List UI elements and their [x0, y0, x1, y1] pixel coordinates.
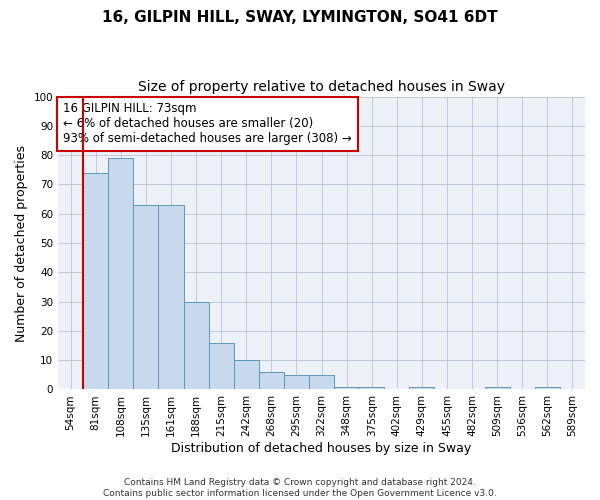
- Bar: [133, 205, 158, 390]
- X-axis label: Distribution of detached houses by size in Sway: Distribution of detached houses by size …: [172, 442, 472, 455]
- Bar: [108, 158, 133, 390]
- Title: Size of property relative to detached houses in Sway: Size of property relative to detached ho…: [138, 80, 505, 94]
- Bar: [209, 342, 233, 390]
- Bar: [485, 386, 510, 390]
- Text: 16, GILPIN HILL, SWAY, LYMINGTON, SO41 6DT: 16, GILPIN HILL, SWAY, LYMINGTON, SO41 6…: [102, 10, 498, 25]
- Text: Contains HM Land Registry data © Crown copyright and database right 2024.
Contai: Contains HM Land Registry data © Crown c…: [103, 478, 497, 498]
- Bar: [359, 386, 384, 390]
- Bar: [233, 360, 259, 390]
- Bar: [259, 372, 284, 390]
- Text: 16 GILPIN HILL: 73sqm
← 6% of detached houses are smaller (20)
93% of semi-detac: 16 GILPIN HILL: 73sqm ← 6% of detached h…: [64, 102, 352, 146]
- Bar: [309, 375, 334, 390]
- Bar: [284, 375, 309, 390]
- Bar: [535, 386, 560, 390]
- Bar: [83, 172, 108, 390]
- Bar: [158, 205, 184, 390]
- Bar: [184, 302, 209, 390]
- Bar: [409, 386, 434, 390]
- Bar: [334, 386, 359, 390]
- Y-axis label: Number of detached properties: Number of detached properties: [15, 144, 28, 342]
